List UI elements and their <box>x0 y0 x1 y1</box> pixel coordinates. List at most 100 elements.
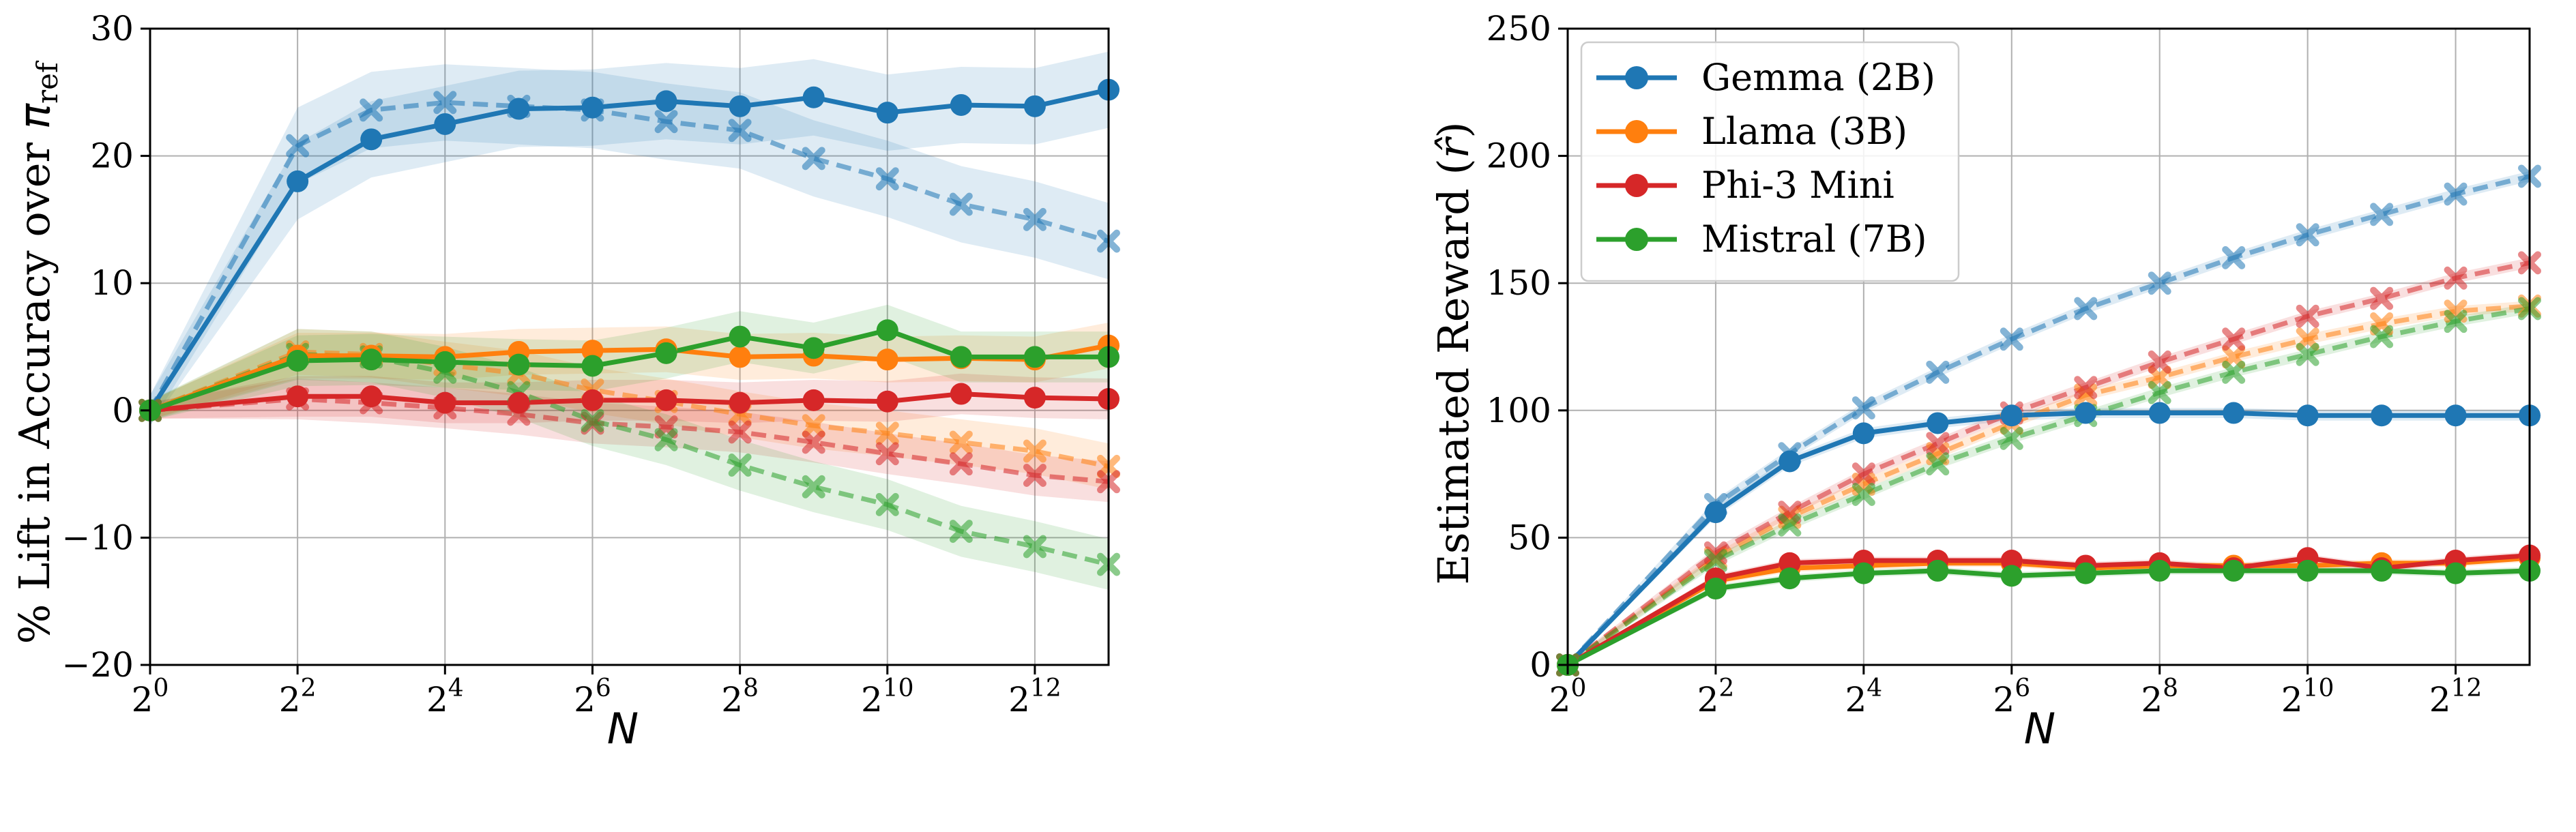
line-llama-dashed <box>1566 303 2530 667</box>
band-mistral-dashed <box>1568 303 2530 668</box>
x-tick-label: 20 <box>1549 674 1587 719</box>
y-tick-labels: −20 −10 0 10 20 30 <box>61 9 134 685</box>
x-marker-mistral <box>2370 325 2394 348</box>
x-marker-phi <box>875 442 899 466</box>
x-marker-phi <box>2074 376 2098 400</box>
band-mistral-dashed <box>150 329 1109 590</box>
y-axis-label-main: % Lift in Accuracy over <box>10 129 59 644</box>
y-tick-label: 20 <box>90 136 134 176</box>
point-phi <box>360 385 383 408</box>
point-mistral <box>729 325 751 348</box>
x-tick-exponent: 0 <box>1570 674 1586 702</box>
x-tick-labels: 20 22 24 26 28 210 212 <box>1549 674 2483 719</box>
x-tick-base: 2 <box>1993 680 2015 719</box>
axis-ticks <box>1558 27 2457 674</box>
point-mistral <box>2148 559 2171 582</box>
point-mistral <box>1704 578 1727 600</box>
x-marker-mistral <box>581 408 604 432</box>
band-phi-dashed <box>150 378 1109 503</box>
legend-marker <box>1625 66 1648 89</box>
legend-label: Llama (3B) <box>1701 110 1907 153</box>
point-mistral <box>581 355 604 377</box>
x-marker-gemma <box>1023 207 1046 231</box>
y-axis-label: Estimated Reward (r̂) <box>1429 121 1478 584</box>
x-marker-gemma <box>654 110 678 134</box>
x-marker-mistral <box>1852 482 1875 506</box>
point-phi <box>950 383 972 405</box>
x-tick-label: 20 <box>132 674 169 719</box>
x-tick-exponent: 0 <box>153 674 169 702</box>
legend: Gemma (2B) Llama (3B) Phi-3 Mini Mistral… <box>1580 41 1960 282</box>
point-phi <box>2000 549 2023 571</box>
point-gemma <box>508 98 530 120</box>
band-gemma-solid <box>150 51 1109 426</box>
series-markers <box>1556 164 2541 677</box>
x-tick-label: 212 <box>1008 674 1062 719</box>
x-tick-label: 28 <box>2141 674 2178 719</box>
point-mistral <box>1852 562 1875 584</box>
x-marker-phi <box>2370 286 2394 310</box>
y-tick-label: 200 <box>1487 136 1551 176</box>
point-mistral <box>2371 559 2393 582</box>
y-axis-label-sub: ref <box>31 60 64 104</box>
legend-box <box>1580 41 1960 282</box>
point-llama <box>729 346 751 368</box>
y-axis-label-main: Estimated Reward ( <box>1429 158 1478 584</box>
point-phi <box>508 391 530 414</box>
band-gemma-dashed <box>150 64 1109 426</box>
x-marker-gemma <box>360 98 383 122</box>
x-axis-label: N <box>2024 704 2055 754</box>
point-mistral <box>508 353 530 376</box>
y-axis-label-close: ) <box>1429 121 1478 138</box>
plot-frame <box>1566 27 2531 666</box>
x-tick-label: 210 <box>861 674 914 719</box>
x-marker-gemma <box>875 167 899 191</box>
point-mistral <box>2296 559 2319 582</box>
x-tick-label: 26 <box>574 674 611 719</box>
x-marker-gemma <box>433 91 457 115</box>
x-marker-mistral <box>654 428 678 451</box>
legend-entry-gemma: Gemma (2B) <box>1596 56 1935 99</box>
point-gemma <box>1779 450 1801 473</box>
point-phi <box>581 389 604 411</box>
y-axis-label: % Lift in Accuracy over πref <box>10 60 64 644</box>
x-marker-mistral <box>949 520 973 544</box>
x-marker-phi <box>2222 327 2246 351</box>
legend-marker <box>1625 228 1648 251</box>
x-tick-labels: 20 22 24 26 28 210 212 <box>132 674 1062 719</box>
x-marker-mistral <box>1778 513 1802 537</box>
point-mistral <box>360 348 383 371</box>
y-tick-label: 0 <box>112 391 134 430</box>
point-gemma <box>729 95 751 117</box>
y-axis-label-rhat: r̂ <box>1429 136 1478 158</box>
x-tick-exponent: 8 <box>743 674 759 702</box>
legend-label: Gemma (2B) <box>1701 56 1935 99</box>
point-gemma <box>2444 404 2467 427</box>
x-tick-label: 22 <box>279 674 317 719</box>
x-marker-gemma <box>802 147 825 170</box>
point-mistral <box>287 350 309 372</box>
x-tick-label: 28 <box>721 674 759 719</box>
point-gemma <box>1704 501 1727 524</box>
x-marker-gemma <box>728 119 752 143</box>
y-tick-label: 250 <box>1487 9 1551 48</box>
point-mistral <box>1927 559 1949 582</box>
legend-marker <box>1625 174 1648 197</box>
y-axis-label-pi: π <box>10 102 59 129</box>
x-marker-llama <box>875 421 899 445</box>
x-tick-exponent: 8 <box>2163 674 2178 702</box>
legend-label: Phi-3 Mini <box>1701 164 1894 207</box>
x-marker-llama <box>949 430 973 454</box>
x-tick-base: 2 <box>1845 680 1867 719</box>
point-gemma <box>2148 402 2171 424</box>
x-marker-phi <box>1926 432 1950 456</box>
x-marker-phi <box>728 420 752 444</box>
x-tick-exponent: 6 <box>2015 674 2030 702</box>
x-marker-gemma <box>1852 396 1875 420</box>
point-mistral <box>2000 565 2023 587</box>
point-mistral <box>434 351 456 373</box>
point-gemma <box>876 102 898 124</box>
x-tick-exponent: 6 <box>596 674 611 702</box>
x-tick-base: 2 <box>861 680 883 719</box>
point-phi <box>655 389 677 411</box>
